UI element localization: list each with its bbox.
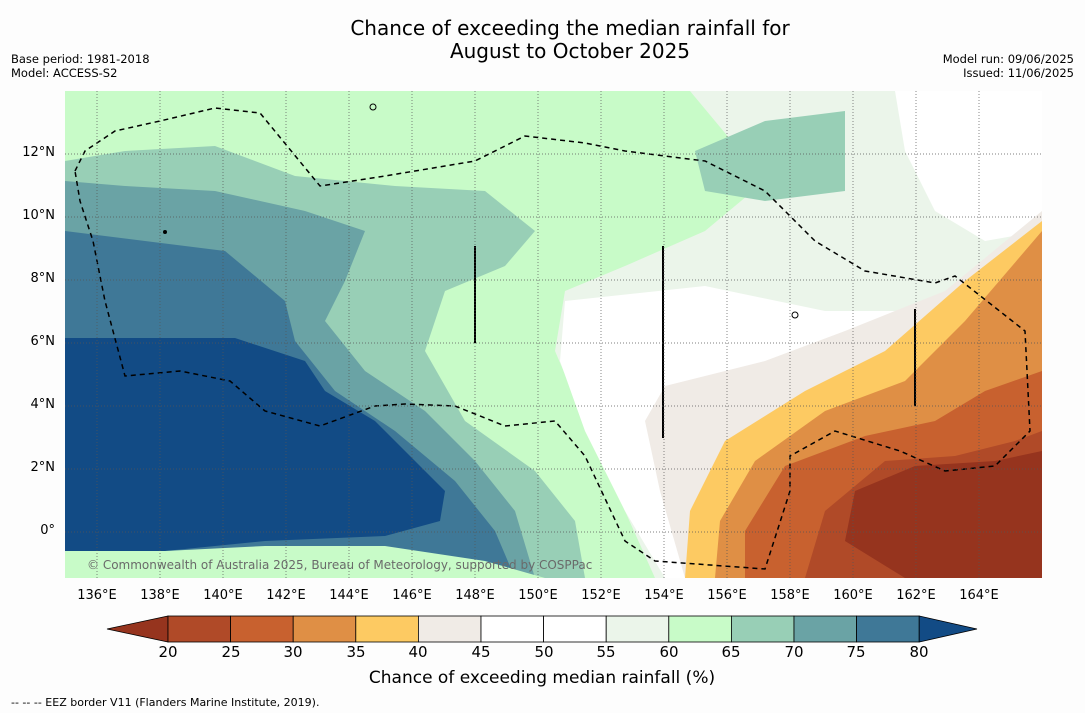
lon-label-150e: 150°E — [518, 588, 558, 603]
band-below-20 — [845, 451, 1042, 578]
lon-label-160e: 160°E — [833, 588, 873, 603]
colorbar-segment-55-60 — [605, 615, 670, 643]
lon-label-152e: 152°E — [581, 588, 621, 603]
colorbar-segment-65-70 — [731, 615, 795, 643]
eez-border — [74, 107, 1031, 570]
island — [163, 230, 167, 234]
colorbar-under-arrow — [106, 615, 169, 643]
lon-label-144e: 144°E — [329, 588, 369, 603]
lat-label-10n: 10°N — [22, 208, 55, 223]
island — [369, 103, 377, 111]
model-run-date: Model run: 09/06/2025 — [942, 52, 1074, 66]
lat-label-12n: 12°N — [22, 145, 55, 160]
lon-label-142e: 142°E — [266, 588, 306, 603]
colorbar-segment-75-80 — [856, 615, 920, 643]
colorbar-tick-75: 75 — [846, 643, 866, 661]
colorbar-over-arrow — [918, 615, 978, 643]
map-title-line1: Chance of exceeding the median rainfall … — [350, 16, 790, 40]
colorbar-tick-40: 40 — [408, 643, 428, 661]
colorbar-segment-25-30 — [230, 615, 294, 643]
colorbar-tick-65: 65 — [721, 643, 741, 661]
band-65-70-north — [695, 111, 845, 201]
lon-label-164e: 164°E — [959, 588, 999, 603]
lat-label-6n: 6°N — [30, 334, 56, 349]
colorbar-tick-35: 35 — [346, 643, 366, 661]
band-60-65-south — [65, 546, 545, 578]
map-title-line2: August to October 2025 — [449, 39, 691, 63]
map-gridlines — [65, 91, 1042, 578]
colorbar-tick-80: 80 — [909, 643, 929, 661]
lon-label-162e: 162°E — [896, 588, 936, 603]
eez-footnote: -- -- -- EEZ border V11 (Flanders Marine… — [11, 696, 320, 709]
band-50-55-north — [895, 91, 1042, 241]
colorbar-segment-35-40 — [355, 615, 419, 643]
lat-label-8n: 8°N — [30, 271, 56, 286]
colorbar-tick-30: 30 — [283, 643, 303, 661]
band-60-65-nw — [65, 91, 105, 131]
island — [791, 311, 799, 319]
colorbar-segment-20-25 — [167, 615, 231, 643]
lat-label-4n: 4°N — [30, 397, 56, 412]
lon-label-156e: 156°E — [707, 588, 747, 603]
colorbar-segment-40-45 — [417, 615, 482, 643]
lon-label-146e: 146°E — [392, 588, 432, 603]
colorbar-tick-50: 50 — [534, 643, 554, 661]
colorbar-tick-70: 70 — [784, 643, 804, 661]
colorbar-tick-45: 45 — [471, 643, 491, 661]
colorbar-segment-45-50 — [480, 615, 544, 643]
lat-label-0: 0° — [40, 523, 55, 538]
colorbar-segment-50-55 — [543, 615, 607, 643]
lon-label-148e: 148°E — [455, 588, 495, 603]
colorbar-segment-70-75 — [793, 615, 857, 643]
colorbar-tick-55: 55 — [596, 643, 616, 661]
colorbar-segment-60-65 — [668, 615, 732, 643]
colorbar-segment-30-35 — [292, 615, 357, 643]
lon-label-158e: 158°E — [770, 588, 810, 603]
lon-label-136e: 136°E — [77, 588, 117, 603]
colorbar-tick-25: 25 — [221, 643, 241, 661]
issued-date: Issued: 11/06/2025 — [963, 66, 1074, 80]
base-period: Base period: 1981-2018 — [11, 52, 150, 66]
rainfall-map: © Commonwealth of Australia 2025, Bureau… — [65, 91, 1042, 578]
lon-label-138e: 138°E — [140, 588, 180, 603]
lon-label-140e: 140°E — [203, 588, 243, 603]
colorbar-title: Chance of exceeding median rainfall (%) — [368, 668, 716, 688]
colorbar — [106, 615, 978, 643]
lat-label-2n: 2°N — [30, 460, 56, 475]
copyright-notice: © Commonwealth of Australia 2025, Bureau… — [87, 558, 592, 572]
lon-label-154e: 154°E — [644, 588, 684, 603]
colorbar-tick-60: 60 — [659, 643, 679, 661]
colorbar-tick-20: 20 — [158, 643, 178, 661]
model-name: Model: ACCESS-S2 — [11, 66, 118, 80]
